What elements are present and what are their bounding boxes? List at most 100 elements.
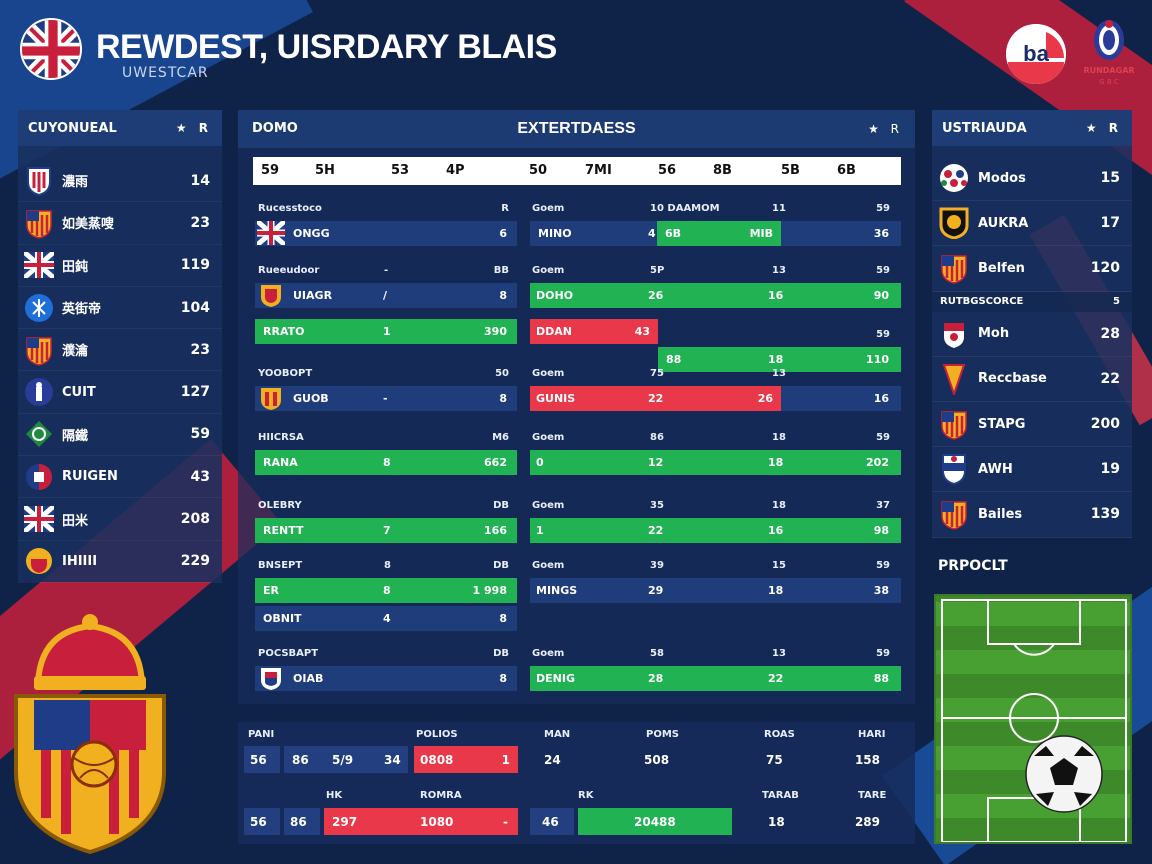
row1-team-bar[interactable]: ONGG 6 [255,221,517,246]
brand-logo[interactable]: ba [1006,24,1066,84]
item-value: 19 [1100,461,1120,478]
tab-4[interactable]: 4P [446,163,465,178]
list-item[interactable]: AWH 19 [932,447,1132,493]
row6-right-bar[interactable]: 1 22 16 98 [530,518,901,543]
tab-8[interactable]: 8B [713,163,732,178]
tab-1[interactable]: 59 [261,163,280,178]
item-value: 127 [180,384,210,401]
row7-bar[interactable]: ER 8 1 998 [255,578,517,603]
item-name: Modos [978,170,1026,186]
left-panel-stars[interactable]: ★ R [175,121,212,135]
tab-6[interactable]: 7MI [585,163,612,178]
center-left-label[interactable]: DOMO [252,121,298,136]
list-item[interactable]: 田米 208 [18,498,222,541]
bstat-label-8: ROMRA [420,790,462,801]
list-item[interactable]: Belfen 120 [932,246,1132,292]
row3-bar[interactable]: RRATO 1 390 [255,319,517,344]
bstat-r1-red[interactable]: 0808 1 [414,746,518,773]
right-panel: USTRIAUDA ★ R Modos 15 AUKRA 17 Belfen 120 RU… [932,110,1132,538]
item-name: 田米 [62,513,89,529]
list-item[interactable]: 如美蒸嗖 23 [18,202,222,245]
pitch-image [934,594,1132,844]
bstat-r1-rest[interactable]: 24 508 75 158 [544,753,880,767]
crest-spain-icon [938,498,970,531]
row3-green-bar[interactable]: 88 18 110 [658,347,901,372]
item-name: Bailes [978,506,1023,522]
soccer-ball-icon [1025,735,1103,813]
multi-crest-icon [938,162,970,194]
row1-right-label: Goem 10 DAAMOM 11 59 [532,203,890,214]
list-item[interactable]: 隔鐵 59 [18,414,222,457]
blue-white-crest-icon [938,453,970,486]
list-item[interactable]: IHIIII 229 [18,541,222,583]
row2-team-bar[interactable]: UIAGR/8 [255,283,517,308]
left-panel: CUYONUEAL ★ R 濃雨 14 如美蒸嗖 23 田鈍 119 英街帝 104 濮瀹 23 C… [18,110,222,583]
tab-7[interactable]: 56 [658,163,677,178]
row3-red-bar[interactable]: DDAN 43 [530,319,658,344]
row9-right-bar[interactable]: DENIG 28 22 88 [530,666,901,691]
item-name: Belfen [978,260,1025,276]
row9-team-bar[interactable]: OIAB 8 [255,666,517,691]
row1-label: Rucesstoco R [258,203,509,214]
list-item[interactable]: Moh 28 [932,312,1132,357]
bstat-label-6: HARI [858,729,886,740]
row6-bar[interactable]: RENTT 7 166 [255,518,517,543]
row5-right-bar[interactable]: 0 12 18 202 [530,450,901,475]
right-list-top: Modos 15 AUKRA 17 Belfen 120 [932,146,1132,292]
bstat-r2-red[interactable]: 297 1080- [324,808,518,835]
list-item[interactable]: RUIGEN 43 [18,456,222,499]
row7-right-bar[interactable]: MINGS 29 18 38 [530,578,901,603]
row1-right-bar[interactable]: MINO 4 36 6B MIB [530,221,901,246]
bstat-r2-c1[interactable]: 56 [244,808,280,835]
row5-label: HIICRSA M6 [258,432,509,443]
tab-2[interactable]: 5H [315,163,335,178]
bstat-r2-green[interactable]: 20488 [578,808,732,835]
page-title: REWDEST, UISRDARY BLAIS [96,28,557,66]
row9-label: POCSBAPT DB [258,648,509,659]
right-sub-header: RUTBGSCORCE 5 [932,291,1132,312]
shield-blue-icon [24,166,54,196]
list-item[interactable]: Reccbase 22 [932,357,1132,402]
right-panel-stars[interactable]: ★ R [1085,121,1122,135]
bstat-label-1: PANI [248,729,275,740]
brand-logo-text: ba [1023,41,1049,66]
tab-5[interactable]: 50 [529,163,548,178]
list-item[interactable]: Modos 15 [932,156,1132,202]
row4-right-bar[interactable]: GUNIS 22 26 16 [530,386,901,411]
bstat-label-4: POMS [646,729,679,740]
bstat-r2-rest[interactable]: 18 289 [768,815,880,829]
bstat-r2-c4[interactable]: 46 [530,808,574,835]
list-item[interactable]: AUKRA 17 [932,201,1132,247]
row5-bar[interactable]: RANA 8 662 [255,450,517,475]
bstat-r1-c1[interactable]: 56 [244,746,280,773]
list-item[interactable]: 田鈍 119 [18,245,222,287]
list-item[interactable]: CUIT 127 [18,371,222,414]
tab-9[interactable]: 5B [781,163,800,178]
list-item[interactable]: 濮瀹 23 [18,329,222,372]
club-logo-name: RUNDAGAR [1083,66,1135,75]
blue-figure-icon [24,377,54,407]
row2-right-bar[interactable]: DOHO 26 16 90 [530,283,901,308]
bstat-r1-c2[interactable]: 86 5/9 34 [284,746,408,773]
tab-10[interactable]: 6B [837,163,856,178]
item-name: 如美蒸嗖 [62,217,115,233]
bstat-label-5: ROAS [764,729,795,740]
list-item[interactable]: 濃雨 14 [18,160,222,203]
bstat-label-2: POLIOS [416,729,458,740]
list-item[interactable]: Bailes 139 [932,492,1132,538]
club-logo[interactable]: RUNDAGAR G B C [1078,18,1140,88]
bstat-r2-c2[interactable]: 86 [284,808,320,835]
row4-team-bar[interactable]: GUOB -8 [255,386,517,411]
list-item[interactable]: STAPG 200 [932,402,1132,448]
row6-right-label: Goem 35 18 37 [532,500,890,511]
tab-3[interactable]: 53 [391,163,410,178]
row1-value: 6 [499,227,507,240]
app-header: REWDEST, UISRDARY BLAIS UWESTCAR [20,18,660,88]
crest-spain-icon [938,252,970,285]
item-value: 15 [1100,170,1120,187]
center-stars[interactable]: ★ R [868,122,903,136]
row8-bar[interactable]: OBNIT 4 8 [255,606,517,631]
bstat-label-3: MAN [544,729,571,740]
list-item[interactable]: 英街帝 104 [18,287,222,330]
crown-icon [34,614,146,690]
